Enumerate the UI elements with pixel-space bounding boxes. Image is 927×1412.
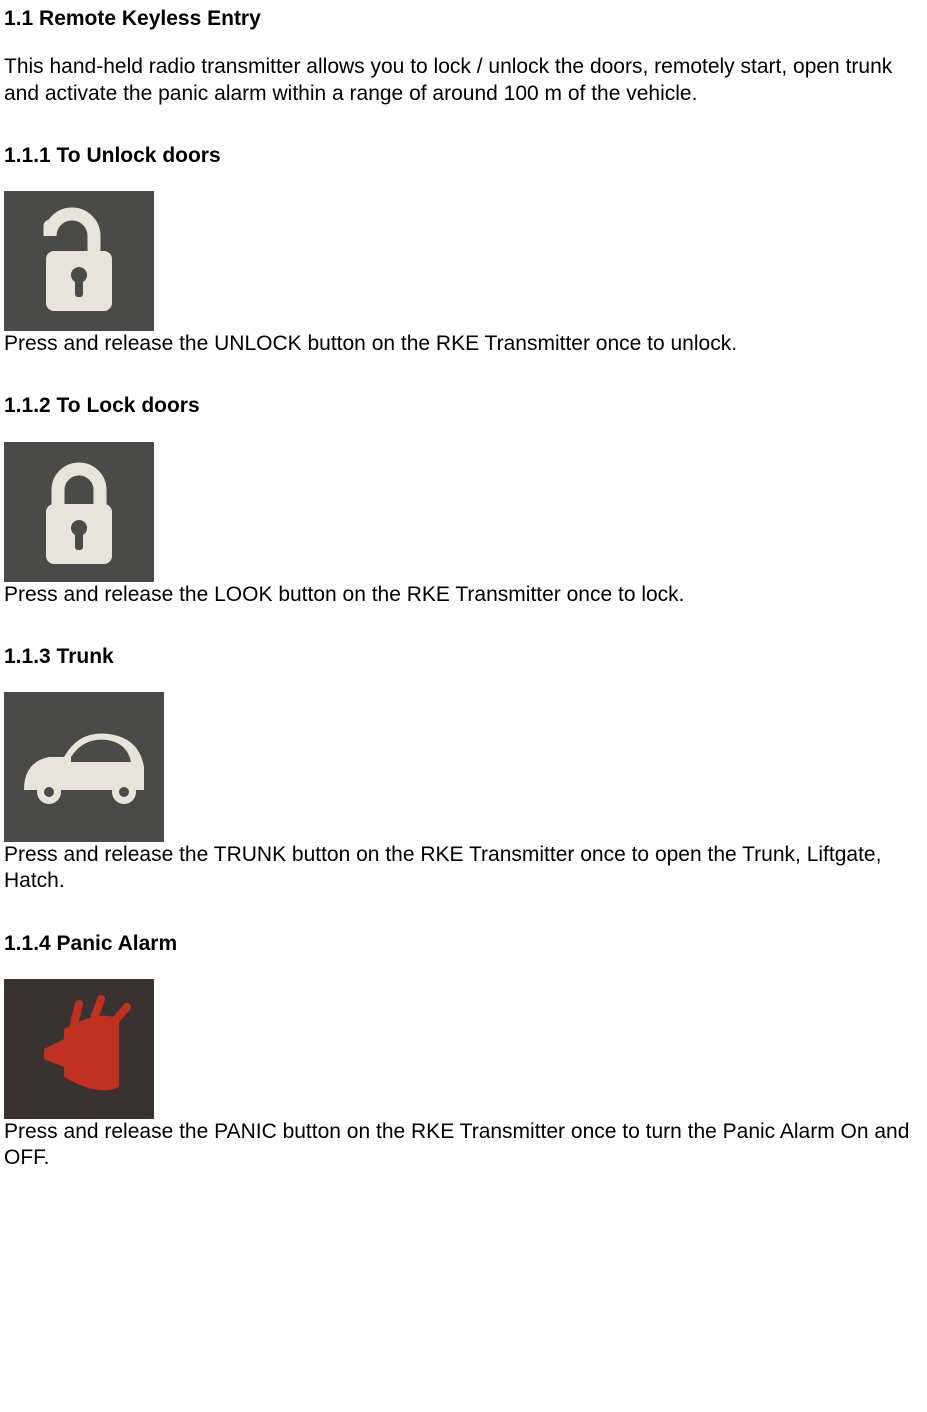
trunk-text: Press and release the TRUNK button on th…: [4, 842, 923, 895]
lock-icon: [4, 442, 154, 582]
unlock-text: Press and release the UNLOCK button on t…: [4, 331, 923, 357]
section-heading: 1.1 Remote Keyless Entry: [4, 6, 923, 32]
unlock-icon: [4, 191, 154, 331]
lock-text: Press and release the LOOK button on the…: [4, 582, 923, 608]
subsection-heading-panic: 1.1.4 Panic Alarm: [4, 931, 923, 957]
panic-icon: [4, 979, 154, 1119]
panic-text: Press and release the PANIC button on th…: [4, 1119, 923, 1172]
subsection-heading-unlock: 1.1.1 To Unlock doors: [4, 143, 923, 169]
trunk-icon: [4, 692, 164, 842]
section-intro: This hand-held radio transmitter allows …: [4, 54, 923, 107]
subsection-heading-trunk: 1.1.3 Trunk: [4, 644, 923, 670]
subsection-heading-lock: 1.1.2 To Lock doors: [4, 393, 923, 419]
